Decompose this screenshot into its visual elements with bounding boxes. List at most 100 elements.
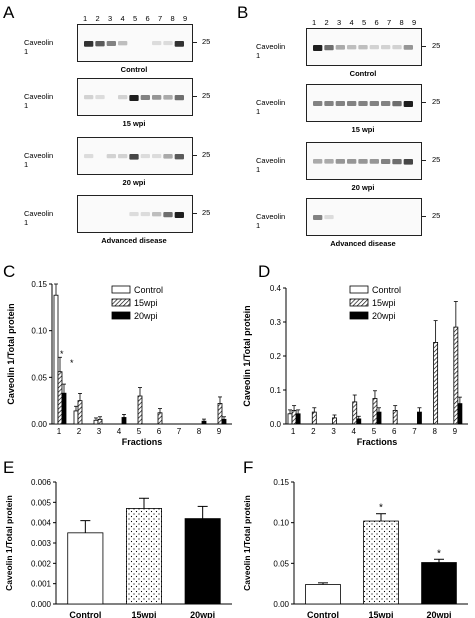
mw-marker: 25 <box>202 37 211 46</box>
significance-mark: * <box>379 503 383 514</box>
bar-20wpi <box>417 411 422 425</box>
x-tick-label: 20wpi <box>426 610 451 618</box>
legend-label: Control <box>134 285 163 295</box>
bar-20wpi <box>356 418 362 425</box>
blot-band <box>347 101 357 106</box>
x-tick-label: 5 <box>372 427 377 436</box>
chart-d: 0.0 0.1 0.2 0.3 0.4 1 2 3 4 5 6 7 8 9 Fractions Caveoli… <box>242 284 468 447</box>
legend-swatch <box>111 298 131 307</box>
blot-band <box>381 101 391 106</box>
blot-band <box>163 41 173 46</box>
blot-image <box>306 84 422 122</box>
panel-letter-b: B <box>237 3 249 22</box>
mw-tick <box>421 102 426 103</box>
bar-20wpi <box>61 392 67 425</box>
blot-band <box>118 41 128 46</box>
blot-image <box>77 195 193 233</box>
blot-band <box>324 215 334 220</box>
y-axis-label: Caveolin 1/Total protein <box>242 495 252 591</box>
y-tick-label: 0.15 <box>273 478 289 487</box>
blot-band <box>152 41 162 46</box>
bar-20wpi <box>376 411 382 425</box>
bar-15wpi <box>372 398 378 425</box>
x-tick-label: 2 <box>77 427 82 436</box>
condition-label: 15 wpi <box>122 119 146 128</box>
lane-number: 2 <box>324 18 329 27</box>
blot-band <box>106 154 116 159</box>
y-tick-label: 0.0 <box>270 420 282 429</box>
bar-20wpi <box>221 418 227 425</box>
bar-20wpi <box>184 518 221 605</box>
blot-bands <box>313 215 334 220</box>
condition-label: 20 wpi <box>351 183 375 192</box>
blot-band <box>118 154 128 159</box>
bar-15wpi <box>77 400 83 425</box>
panel-letter-e: E <box>3 458 15 477</box>
y-tick-label: 0.1 <box>270 386 282 395</box>
x-tick-label: 3 <box>331 427 336 436</box>
blot-band <box>174 154 184 160</box>
x-tick-label: 4 <box>117 427 122 436</box>
blot-band <box>403 159 413 165</box>
y-tick-label: 0.10 <box>273 519 289 528</box>
blot-band <box>118 95 128 100</box>
bar-15wpi <box>453 326 459 425</box>
blot-band <box>369 45 379 50</box>
mw-tick <box>421 216 426 217</box>
blot-band <box>358 159 368 164</box>
blot-band <box>335 45 345 50</box>
blot-band <box>163 95 173 100</box>
bar-15wpi <box>332 417 337 425</box>
y-tick-label: 0.002 <box>31 559 52 568</box>
blot-band <box>324 101 334 106</box>
legend-label: 20wpi <box>372 311 396 321</box>
protein-label: Caveolin 1 <box>256 42 286 60</box>
y-tick-label: 0.05 <box>273 559 289 568</box>
mw-tick <box>192 42 197 43</box>
blot-band <box>84 154 94 159</box>
mw-tick <box>421 160 426 161</box>
bar-control <box>53 294 59 425</box>
blot-band <box>392 45 402 50</box>
blot-band <box>140 212 150 217</box>
panel-letter-f: F <box>243 458 254 477</box>
bar-15wpi <box>433 342 439 425</box>
legend-swatch <box>349 285 369 294</box>
bar-control <box>305 584 341 605</box>
blot-band <box>106 41 116 46</box>
protein-label: Caveolin 1 <box>24 92 54 110</box>
lane-number: 2 <box>95 14 100 23</box>
lane-number: 7 <box>158 14 163 23</box>
lane-number: 4 <box>349 18 354 27</box>
x-tick-label: 8 <box>197 427 202 436</box>
mw-tick <box>421 46 426 47</box>
blot-band <box>381 159 391 164</box>
y-tick-label: 0.005 <box>31 498 52 507</box>
lane-number: 7 <box>387 18 392 27</box>
lane-number: 8 <box>170 14 175 23</box>
bar-20wpi <box>201 420 207 425</box>
blot-band <box>174 41 184 47</box>
bar-control <box>93 419 99 425</box>
blot-band <box>347 45 357 50</box>
bar-15wpi <box>217 403 223 425</box>
lane-number: 3 <box>108 14 113 23</box>
legend-label: Control <box>372 285 401 295</box>
bar-20wpi <box>457 403 463 425</box>
blot-band <box>174 95 184 101</box>
mw-marker: 25 <box>432 97 441 106</box>
bar-15wpi <box>126 508 163 605</box>
blot-image <box>306 142 422 180</box>
blot-band <box>140 95 150 100</box>
bar-15wpi <box>157 412 163 425</box>
condition-label: Advanced disease <box>330 239 396 248</box>
x-tick-label: 7 <box>177 427 182 436</box>
x-tick-label: 6 <box>157 427 162 436</box>
y-tick-label: 0.15 <box>31 280 47 289</box>
chart-c: 0.00 0.05 0.10 0.15 1 2 3 4 5 6 7 8 9 Fractions Caveol… <box>6 280 232 447</box>
blot-band <box>152 95 162 100</box>
protein-label: Caveolin 1 <box>256 156 286 174</box>
bar-15wpi <box>97 418 103 425</box>
lane-number: 6 <box>145 14 150 23</box>
blot-bands <box>84 154 184 160</box>
